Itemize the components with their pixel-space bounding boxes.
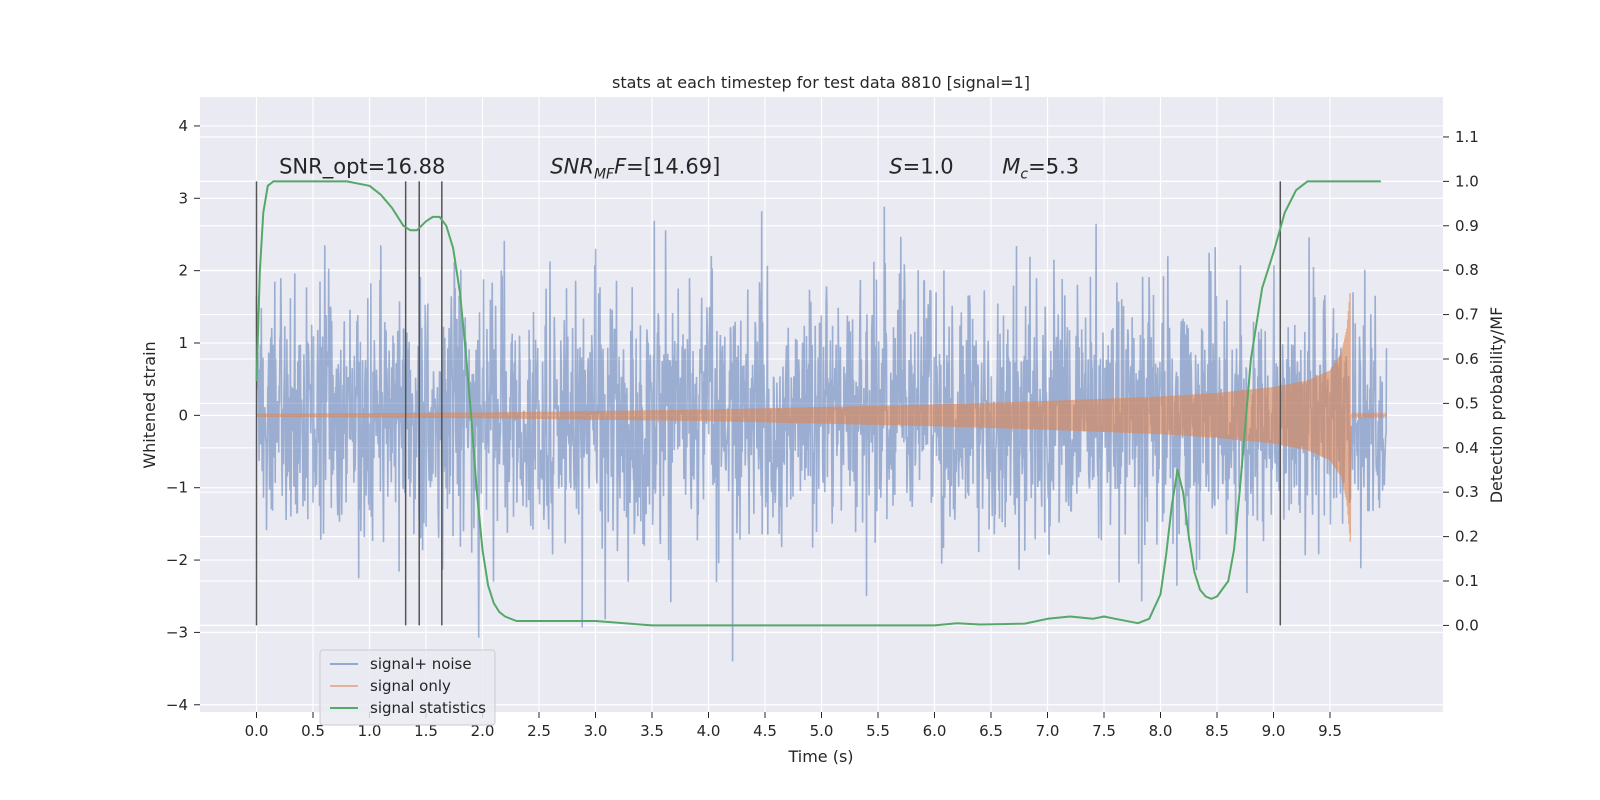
vertical-markers: [255, 181, 1282, 626]
y2-tick-label: 1.1: [1455, 128, 1479, 146]
x-tick-label: 2.0: [471, 722, 495, 740]
series-signal-only: [255, 293, 1388, 542]
y-tick-label: 3: [178, 189, 188, 207]
y2-tick-label: 0.4: [1455, 439, 1479, 457]
x-tick-label: 9.5: [1318, 722, 1342, 740]
y2-tick-label: 0.0: [1455, 616, 1479, 634]
legend-label-signal-noise: signal+ noise: [370, 655, 472, 673]
y2-tick-label: 0.9: [1455, 217, 1479, 235]
series-signal-noise: [255, 206, 1388, 662]
y2-tick-label: 0.1: [1455, 572, 1479, 590]
y2-tick-label: 0.5: [1455, 394, 1479, 412]
x-tick-label: 3.5: [640, 722, 664, 740]
y2-tick-label: 0.3: [1455, 483, 1479, 501]
legend: signal+ noise signal only signal statist…: [319, 649, 496, 726]
annotations: SNR_opt=16.88 SNRMFF=[14.69] S=1.0 Mc=5.3: [279, 154, 1079, 182]
x-tick-label: 3.0: [584, 722, 608, 740]
y2-tick-label: 1.0: [1455, 172, 1479, 190]
y2-axis-label: Detection probability/MF: [1487, 307, 1506, 504]
x-tick-label: 4.0: [697, 722, 721, 740]
y-tick-label: 0: [178, 406, 188, 424]
y-tick-label: 4: [178, 117, 188, 135]
x-tick-label: 6.5: [979, 722, 1003, 740]
x-tick-label: 0.0: [245, 722, 269, 740]
signal-noise-line: [255, 206, 1388, 662]
y-tick-label: −4: [166, 696, 188, 714]
x-tick-label: 6.0: [923, 722, 947, 740]
legend-label-signal-only: signal only: [370, 677, 451, 695]
x-tick-label: 5.5: [866, 722, 890, 740]
legend-box: [319, 649, 496, 726]
x-tick-label: 2.5: [527, 722, 551, 740]
y-tick-label: −2: [166, 551, 188, 569]
x-tick-label: 1.5: [414, 722, 438, 740]
annotation-s: S=1.0: [889, 154, 953, 178]
x-tick-label: 8.0: [1149, 722, 1173, 740]
y-axis-label: Whitened strain: [140, 341, 159, 468]
x-tick-label: 5.0: [810, 722, 834, 740]
x-axis-label: Time (s): [787, 747, 853, 766]
y-tick-label: 2: [178, 262, 188, 280]
signal-only-line: [255, 293, 1388, 542]
x-tick-label: 4.5: [753, 722, 777, 740]
x-axis: 0.0 0.5 1.0 1.5 2.0 2.5 3.0 3.5 4.0 4.5 5.0 5.5 6.0 6…: [245, 712, 1342, 740]
chart-title: stats at each timestep for test data 881…: [612, 73, 1030, 92]
signal-statistics-line: [255, 180, 1381, 627]
y2-tick-label: 0.2: [1455, 528, 1479, 546]
x-tick-label: 7.5: [1092, 722, 1116, 740]
annotation-snr-mf: SNRMFF=[14.69]: [550, 154, 720, 182]
legend-label-signal-statistics: signal statistics: [370, 699, 486, 717]
x-tick-label: 7.0: [1036, 722, 1060, 740]
y2-tick-label: 0.7: [1455, 306, 1479, 324]
series-signal-statistics: [255, 180, 1381, 627]
y-axis-left: 4 3 2 1 0 −1 −2 −3 −4: [166, 117, 200, 714]
annotation-snr-opt: SNR_opt=16.88: [279, 154, 445, 179]
y2-tick-label: 0.6: [1455, 350, 1479, 368]
x-tick-label: 0.5: [301, 722, 325, 740]
y-tick-label: 1: [178, 334, 188, 352]
x-tick-label: 9.0: [1262, 722, 1286, 740]
y-axis-right: 1.1 1.0 0.9 0.8 0.7 0.6 0.5 0.4 0.3 0.2 0.1 0.0: [1443, 128, 1479, 634]
x-tick-label: 8.5: [1205, 722, 1229, 740]
y2-tick-label: 0.8: [1455, 261, 1479, 279]
annotation-mc: Mc=5.3: [1002, 154, 1079, 182]
y-tick-label: −3: [166, 623, 188, 641]
x-tick-label: 1.0: [358, 722, 382, 740]
y-tick-label: −1: [166, 479, 188, 497]
